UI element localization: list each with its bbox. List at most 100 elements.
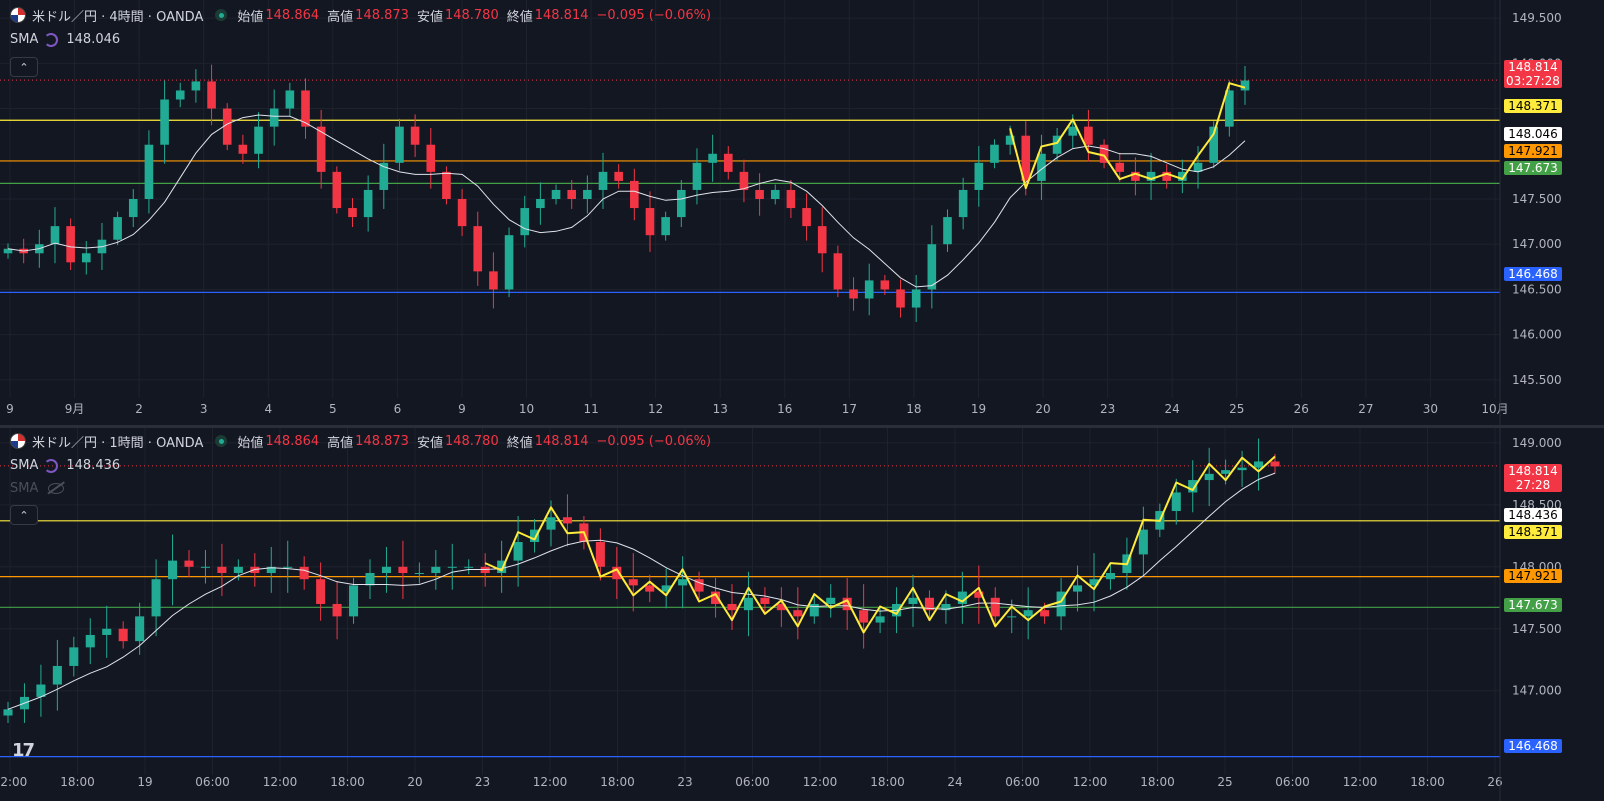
top-candle <box>755 189 764 199</box>
bottom-time-label: 12:00 <box>803 775 838 789</box>
bottom-sma2-legend[interactable]: SMA <box>10 481 65 496</box>
bottom-candle <box>447 566 457 568</box>
top-candle <box>567 189 577 199</box>
bottom-time-label: 12:00 <box>533 775 568 789</box>
top-price-label: 147.500 <box>1512 192 1562 206</box>
top-candle <box>489 271 498 290</box>
top-candle <box>160 99 169 145</box>
bottom-candle <box>200 566 210 568</box>
bottom-sma-tag: 148.436 <box>1504 508 1562 522</box>
top-candle <box>3 248 13 254</box>
top-candle <box>943 217 952 245</box>
bottom-candle <box>530 529 540 543</box>
top-time-label: 16 <box>777 402 792 416</box>
bottom-candle <box>414 572 424 574</box>
bottom-candle <box>1023 610 1033 617</box>
sma-label: SMA <box>10 32 39 47</box>
bottom-sma-legend[interactable]: SMA 148.436 <box>10 458 120 473</box>
bottom-candle <box>727 603 737 611</box>
bottom-level-tag-147-673: 147.673 <box>1504 598 1562 612</box>
top-candle <box>723 153 733 172</box>
bottom-time-label: 19 <box>137 775 152 789</box>
top-candle <box>238 144 248 154</box>
bottom-candle <box>52 665 62 685</box>
hidden-eye-icon[interactable] <box>48 483 65 494</box>
bottom-candle <box>316 579 326 604</box>
bottom-candle <box>299 566 309 580</box>
bottom-legend: 米ドル／円 · 1時間 · OANDA 始値 148.864 高値 148.873 … <box>10 432 719 451</box>
bottom-candle <box>118 628 128 642</box>
bottom-time-label: 26 <box>1487 775 1502 789</box>
top-last-price-tag: 148.814 03:27:28 <box>1504 60 1562 88</box>
high-label: 高値 <box>327 435 354 451</box>
bottom-time-label: 24 <box>947 775 962 789</box>
top-candle <box>426 144 436 172</box>
top-countdown: 03:27:28 <box>1506 74 1560 88</box>
bottom-candle <box>678 579 688 586</box>
top-candle <box>1099 144 1109 163</box>
bottom-candle <box>168 560 178 580</box>
top-candle <box>363 189 373 218</box>
bottom-candle <box>283 566 293 568</box>
bottom-candle <box>1007 616 1017 618</box>
collapse-legend-button[interactable]: ⌃ <box>10 57 38 77</box>
top-time-label: 11 <box>583 402 598 416</box>
top-level-tag-146-468: 146.468 <box>1504 267 1562 281</box>
bottom-time-label: 23 <box>475 775 490 789</box>
close-label: 終値 <box>506 9 533 25</box>
open-label: 始値 <box>237 9 264 25</box>
top-time-label: 13 <box>713 402 728 416</box>
top-candle <box>348 208 357 218</box>
bottom-candle <box>974 591 984 598</box>
top-candle <box>1084 126 1093 145</box>
top-sma-legend[interactable]: SMA 148.046 <box>10 32 120 47</box>
bottom-candle <box>1237 467 1247 471</box>
top-time-label: 24 <box>1165 402 1180 416</box>
bottom-symbol[interactable]: 米ドル／円 · 1時間 · OANDA <box>32 435 204 451</box>
bottom-drawn-trendline <box>484 455 1276 634</box>
bottom-candle <box>266 566 276 573</box>
top-candle <box>802 208 811 227</box>
bottom-candle <box>1221 470 1231 474</box>
top-candle <box>692 162 702 190</box>
top-candle <box>583 189 592 199</box>
bottom-candle <box>661 585 671 592</box>
close-label: 終値 <box>506 435 533 451</box>
top-candle <box>1068 126 1078 136</box>
market-status-icon[interactable] <box>215 9 228 21</box>
top-candle <box>1131 171 1140 181</box>
close-value: 148.814 <box>534 433 589 449</box>
top-candle <box>222 108 232 145</box>
change-value: −0.095 (−0.06%) <box>596 7 712 23</box>
top-candle <box>379 162 389 190</box>
bottom-candle <box>85 634 95 648</box>
top-candle <box>551 189 561 199</box>
top-candle <box>254 126 263 154</box>
bottom-candle <box>546 517 556 530</box>
change-value: −0.095 (−0.06%) <box>596 433 712 449</box>
bottom-candle <box>743 597 753 611</box>
top-candle <box>614 171 623 181</box>
bottom-candle <box>990 597 1000 617</box>
pane-divider[interactable] <box>0 425 1604 428</box>
open-value: 148.864 <box>265 7 320 23</box>
sma-value: 148.046 <box>66 32 121 47</box>
top-candle <box>301 90 310 127</box>
bottom-candle <box>135 616 145 642</box>
tradingview-logo[interactable]: 17 <box>12 740 35 761</box>
low-label: 安値 <box>416 9 443 25</box>
collapse-legend-button[interactable]: ⌃ <box>10 505 38 525</box>
bottom-time-label: 23 <box>677 775 692 789</box>
top-time-label: 10 <box>519 402 534 416</box>
open-value: 148.864 <box>265 433 320 449</box>
market-status-icon[interactable] <box>215 435 228 447</box>
top-symbol[interactable]: 米ドル／円 · 4時間 · OANDA <box>32 9 204 25</box>
top-candle <box>676 189 686 218</box>
top-price-label: 145.500 <box>1512 373 1562 387</box>
bottom-candle <box>233 566 243 573</box>
top-candle <box>66 226 75 263</box>
bottom-candle <box>793 610 803 617</box>
top-candle <box>1193 162 1203 172</box>
top-time-label: 12 <box>648 402 663 416</box>
